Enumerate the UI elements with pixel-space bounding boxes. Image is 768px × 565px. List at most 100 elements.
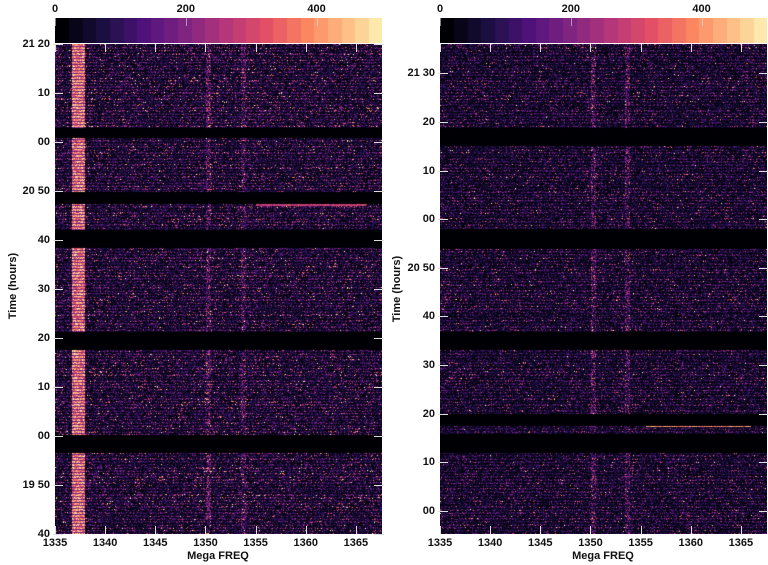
y-tick-label: 00 xyxy=(422,213,435,226)
x-tick xyxy=(690,526,692,534)
y-tick xyxy=(53,485,63,486)
y-tick-label: 00 xyxy=(37,136,50,148)
colorbar-tick xyxy=(55,18,56,26)
y-tick xyxy=(53,93,63,94)
colorbar-tick-label: 400 xyxy=(692,3,711,15)
x-tick xyxy=(305,44,307,52)
y-tick xyxy=(374,436,384,437)
y-tick xyxy=(53,44,63,45)
y-tick-label: 21 20 xyxy=(22,38,50,50)
x-tick-label: 1360 xyxy=(293,537,319,549)
y-tick xyxy=(53,534,63,535)
y-tick-label: 10 xyxy=(37,381,50,393)
x-axis-title: Mega FREQ xyxy=(572,550,634,562)
y-tick xyxy=(374,142,384,143)
y-tick-label: 30 xyxy=(422,359,435,372)
colorbar-tick-label: 0 xyxy=(51,3,59,15)
y-tick-label: 20 xyxy=(37,332,50,344)
y-tick xyxy=(374,289,384,290)
x-tick xyxy=(540,526,542,534)
y-tick-label: 20 xyxy=(422,115,435,128)
y-tick xyxy=(759,121,768,123)
x-tick-label: 1350 xyxy=(578,537,603,549)
y-tick xyxy=(438,365,448,367)
y-tick-label: 20 xyxy=(422,407,435,420)
x-tick xyxy=(590,526,592,534)
colorbar-tick-label: 200 xyxy=(176,3,195,15)
y-tick-label: 20 50 xyxy=(22,185,50,197)
spectrogram-plot xyxy=(440,44,767,534)
y-tick xyxy=(438,219,448,221)
colorbar-tick xyxy=(316,18,318,26)
y-tick xyxy=(759,316,768,318)
x-tick xyxy=(255,44,257,52)
x-tick xyxy=(440,44,441,52)
x-tick xyxy=(55,44,56,52)
colorbar-tick xyxy=(701,18,703,26)
x-tick xyxy=(490,526,492,534)
y-tick xyxy=(438,170,448,172)
x-tick xyxy=(740,526,742,534)
y-tick xyxy=(438,462,448,464)
right-waterfall-panel: Time (hours) Mega FREQ 0 200 400 1335 1340 13… xyxy=(384,0,768,565)
x-tick xyxy=(540,44,542,52)
y-tick-label: 30 xyxy=(37,283,50,295)
x-tick xyxy=(490,44,492,52)
y-tick xyxy=(438,267,448,269)
y-tick xyxy=(438,316,448,318)
y-axis-title: Time (hours) xyxy=(391,255,404,323)
y-tick xyxy=(374,93,384,94)
y-tick xyxy=(759,511,768,513)
x-tick xyxy=(205,44,207,52)
x-tick-label: 1365 xyxy=(728,537,754,549)
x-tick xyxy=(590,44,592,52)
x-tick xyxy=(155,526,157,534)
colorbar xyxy=(440,18,767,43)
x-tick xyxy=(440,526,441,534)
left-waterfall-panel: Time (hours) Mega FREQ 0 200 400 1335 1340 13… xyxy=(7,3,384,562)
x-tick-label: 1340 xyxy=(477,537,503,549)
y-tick-label: 10 xyxy=(422,456,435,469)
y-tick xyxy=(53,387,63,388)
x-tick xyxy=(155,44,157,52)
y-tick xyxy=(759,219,768,221)
x-tick-label: 1360 xyxy=(678,537,704,549)
x-tick-label: 1350 xyxy=(193,537,218,549)
x-tick-label: 1335 xyxy=(427,537,453,549)
y-tick xyxy=(759,73,768,75)
x-tick-label: 1365 xyxy=(343,537,369,549)
y-tick-label: 10 xyxy=(422,164,435,177)
y-tick xyxy=(759,170,768,172)
y-tick xyxy=(438,73,448,75)
y-tick-label: 00 xyxy=(37,430,50,442)
y-tick-label: 19 50 xyxy=(22,479,50,491)
y-tick xyxy=(374,338,384,339)
x-tick xyxy=(740,44,742,52)
y-tick xyxy=(53,191,63,192)
x-tick xyxy=(105,526,107,534)
colorbar xyxy=(55,18,382,43)
y-tick xyxy=(438,413,448,415)
x-tick xyxy=(205,526,207,534)
y-tick xyxy=(759,462,768,464)
colorbar-tick xyxy=(185,18,187,26)
y-tick-label: 40 xyxy=(37,528,50,540)
x-tick-label: 1335 xyxy=(42,537,68,549)
x-tick-label: 1340 xyxy=(92,537,118,549)
y-tick xyxy=(438,121,448,123)
x-tick xyxy=(640,44,642,52)
colorbar-tick-label: 0 xyxy=(436,3,444,15)
y-tick xyxy=(53,436,63,437)
y-tick xyxy=(374,387,384,388)
y-tick xyxy=(53,338,63,339)
colorbar-tick xyxy=(440,18,441,26)
spectrogram-plot xyxy=(55,44,382,534)
y-tick xyxy=(759,413,768,415)
x-tick xyxy=(55,526,56,534)
y-tick xyxy=(438,511,448,513)
y-tick xyxy=(374,44,384,45)
x-tick-label: 1345 xyxy=(143,537,168,549)
y-tick xyxy=(374,191,384,192)
y-tick xyxy=(759,267,768,269)
x-tick xyxy=(690,44,692,52)
